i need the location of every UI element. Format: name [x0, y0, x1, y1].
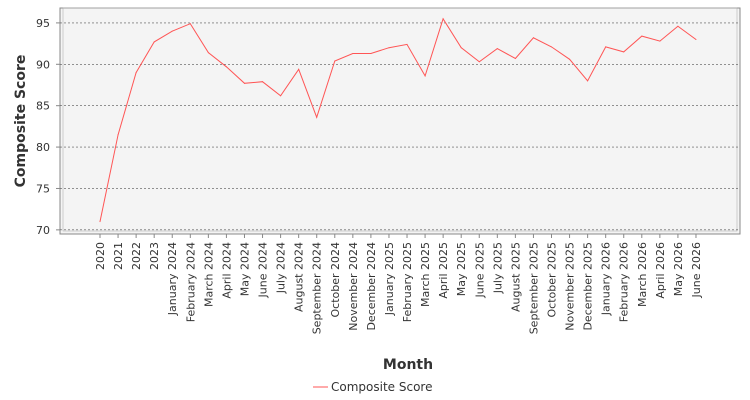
x-tick-label: July 2025: [491, 242, 504, 294]
data-point: [334, 60, 336, 62]
x-tick-label: January 2025: [383, 242, 396, 316]
data-point: [605, 46, 607, 48]
data-point: [135, 72, 137, 74]
x-tick-label: August 2025: [509, 242, 522, 312]
x-tick-label: February 2025: [401, 242, 414, 322]
data-point: [496, 48, 498, 50]
plot-inner-border: [62, 7, 738, 232]
data-point: [280, 95, 282, 97]
x-tick-label: February 2024: [184, 242, 197, 322]
data-point: [532, 37, 534, 39]
x-tick-label: 2022: [130, 242, 143, 270]
data-point: [298, 68, 300, 70]
x-tick-label: September 2024: [311, 242, 324, 334]
x-tick-label: March 2025: [419, 242, 432, 307]
data-point: [587, 80, 589, 82]
y-axis-ticks: 70 75 80 85 90 95: [36, 17, 60, 237]
data-point: [551, 46, 552, 48]
data-point: [243, 82, 245, 84]
data-point: [262, 81, 264, 83]
data-point: [117, 134, 119, 136]
x-tick-label: February 2026: [618, 242, 631, 322]
x-tick-label: June 2026: [690, 242, 703, 298]
x-tick-label: January 2026: [600, 242, 613, 316]
data-point: [153, 41, 155, 43]
x-tick-label: April 2024: [220, 242, 233, 299]
gridlines: [60, 7, 740, 232]
data-point: [207, 52, 209, 54]
data-point: [514, 57, 516, 59]
x-tick-label: May 2026: [672, 242, 685, 296]
x-tick-label: 2020: [94, 242, 107, 270]
data-point: [442, 18, 444, 20]
x-tick-label: 2023: [148, 242, 161, 270]
data-point: [370, 53, 372, 55]
y-tick-label: 95: [36, 17, 50, 30]
legend: Composite Score: [313, 380, 432, 394]
y-axis-title: Composite Score: [13, 55, 29, 188]
data-point: [316, 116, 318, 118]
x-tick-label: August 2024: [293, 242, 306, 312]
x-tick-label: October 2024: [329, 242, 342, 318]
x-tick-label: May 2025: [455, 242, 468, 296]
x-tick-label: April 2025: [437, 242, 450, 299]
data-point: [569, 58, 571, 60]
x-tick-label: April 2026: [654, 242, 667, 299]
plot-background: [59, 7, 741, 235]
x-tick-label: September 2025: [527, 242, 540, 334]
data-point: [171, 30, 173, 32]
x-axis-ticks: 2020 2021 2022 2023 January 2024 February 202…: [94, 234, 703, 334]
data-point: [659, 40, 661, 42]
y-tick-label: 70: [36, 224, 50, 237]
data-point: [225, 66, 227, 68]
y-tick-label: 80: [36, 141, 50, 154]
data-point: [424, 75, 426, 77]
x-tick-label: October 2025: [546, 242, 559, 318]
x-tick-label: November 2025: [564, 242, 577, 331]
series-line-composite-score: [99, 17, 697, 222]
y-tick-label: 85: [36, 100, 50, 113]
y-tick-label: 75: [36, 182, 50, 195]
x-tick-label: January 2024: [166, 242, 179, 316]
x-tick-label: 2021: [112, 242, 125, 270]
data-point: [189, 23, 191, 25]
x-tick-label: June 2025: [473, 242, 486, 298]
x-tick-label: March 2024: [202, 242, 215, 307]
data-point: [623, 51, 625, 53]
data-point: [677, 25, 679, 27]
x-tick-label: March 2026: [636, 242, 649, 307]
data-point: [99, 221, 101, 223]
data-point: [460, 47, 462, 49]
x-tick-label: July 2024: [275, 242, 288, 294]
data-point: [388, 47, 390, 49]
data-point: [478, 61, 480, 63]
x-tick-label: December 2024: [365, 242, 378, 331]
data-point: [406, 43, 408, 45]
x-tick-label: December 2025: [582, 242, 595, 331]
data-point: [641, 35, 643, 37]
data-point: [352, 53, 354, 55]
x-tick-label: June 2024: [257, 242, 270, 298]
data-point: [695, 38, 697, 40]
series-layer: [99, 17, 697, 223]
legend-label-composite-score: Composite Score: [331, 380, 432, 394]
y-tick-label: 90: [36, 58, 50, 71]
x-axis-title: Month: [383, 357, 433, 373]
x-tick-label: November 2024: [347, 242, 360, 331]
x-tick-label: May 2024: [238, 242, 251, 296]
